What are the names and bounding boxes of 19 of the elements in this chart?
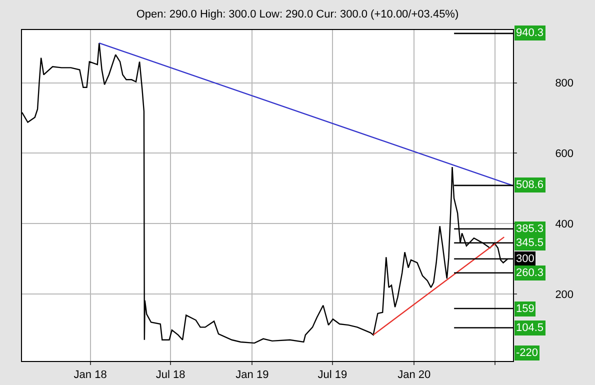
ref-line-label: 104.5 — [516, 322, 544, 334]
x-tick-label: Jan 19 — [236, 369, 269, 382]
y-tick-label: 400 — [555, 218, 574, 231]
x-tick-label: Jul 19 — [318, 369, 348, 382]
x-tick-label: Jan 20 — [398, 369, 431, 382]
y-tick-label: 600 — [555, 148, 574, 160]
ref-line-label: 345.5 — [516, 237, 544, 249]
y-tick-label: 800 — [555, 78, 574, 90]
text: -220 — [516, 347, 538, 359]
chart-title: Open: 290.0 High: 300.0 Low: 290.0 Cur: 300.0 (+10.00/+03.45%) — [136, 8, 459, 20]
x-tick-label: Jan 18 — [74, 369, 107, 382]
ref-line-label: 260.3 — [516, 267, 544, 279]
ref-line-label: 300 — [516, 253, 534, 265]
ref-line-label: 940.3 — [516, 27, 544, 39]
ref-line-label: 159 — [516, 303, 534, 315]
ref-line-label: 508.6 — [516, 179, 544, 191]
y-tick-label: 200 — [555, 288, 574, 301]
x-tick-label: Jul 18 — [156, 369, 186, 382]
ref-line-label: 385.3 — [516, 223, 544, 235]
